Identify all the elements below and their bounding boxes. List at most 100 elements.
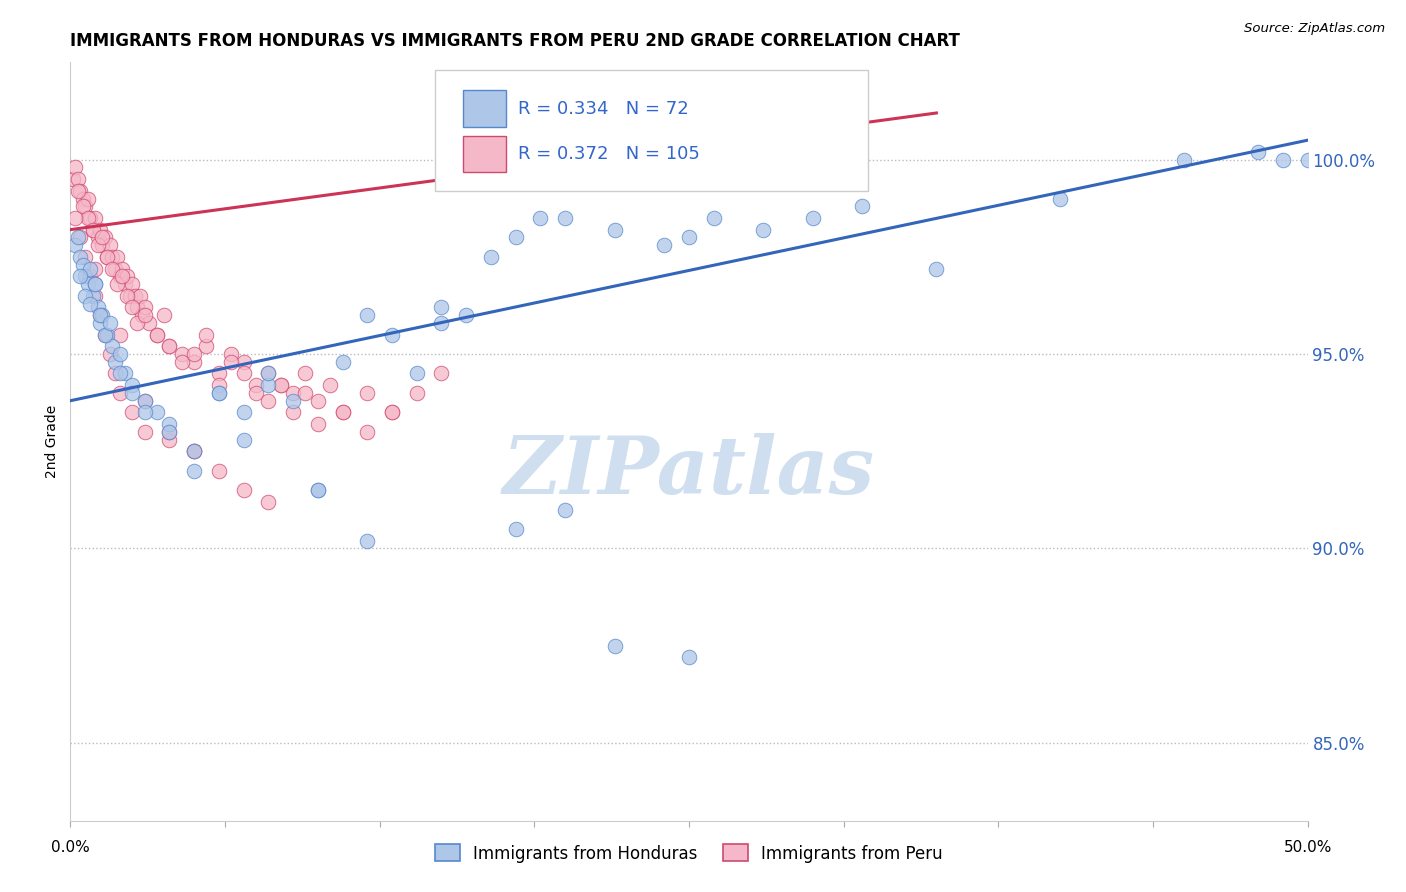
Point [170, 347, 193, 361]
Point [82, 222, 104, 236]
Text: IMMIGRANTS FROM HONDURAS VS IMMIGRANTS FROM PERU 2ND GRADE CORRELATION CHART: IMMIGRANTS FROM HONDURAS VS IMMIGRANTS F… [70, 32, 960, 50]
FancyBboxPatch shape [463, 90, 506, 127]
Point [108, 367, 131, 381]
Point [69, 230, 91, 244]
Point [245, 378, 267, 392]
Point [157, 339, 180, 353]
Point [86, 301, 108, 315]
Point [603, 639, 626, 653]
Point [170, 355, 193, 369]
Point [281, 393, 304, 408]
Point [183, 464, 205, 478]
Point [89, 222, 111, 236]
Point [82, 289, 104, 303]
Point [479, 250, 502, 264]
Point [257, 495, 280, 509]
Point [65, 211, 87, 225]
Point [1173, 153, 1195, 167]
Point [115, 289, 138, 303]
Point [554, 211, 576, 225]
Point [127, 316, 149, 330]
Point [1271, 153, 1294, 167]
Point [294, 367, 316, 381]
Text: R = 0.334   N = 72: R = 0.334 N = 72 [519, 100, 689, 118]
Point [98, 347, 121, 361]
Point [134, 308, 156, 322]
Point [84, 211, 107, 225]
Point [307, 417, 329, 431]
Point [104, 261, 127, 276]
Point [245, 386, 267, 401]
Point [72, 258, 94, 272]
Point [84, 277, 107, 291]
Point [183, 355, 205, 369]
Point [127, 301, 149, 315]
Point [75, 269, 97, 284]
Point [98, 316, 121, 330]
Legend: Immigrants from Honduras, Immigrants from Peru: Immigrants from Honduras, Immigrants fro… [429, 838, 949, 869]
Point [101, 261, 124, 276]
Point [121, 277, 143, 291]
Point [307, 483, 329, 497]
Point [69, 184, 91, 198]
Point [554, 502, 576, 516]
Point [208, 386, 231, 401]
Point [91, 308, 114, 322]
Text: 0.0%: 0.0% [51, 840, 90, 855]
Point [332, 355, 354, 369]
Point [257, 378, 280, 392]
Point [79, 211, 101, 225]
Point [157, 339, 180, 353]
Point [281, 405, 304, 419]
Point [281, 386, 304, 401]
Point [153, 308, 176, 322]
Point [89, 316, 111, 330]
Point [66, 184, 89, 198]
Point [157, 425, 180, 439]
Point [76, 192, 98, 206]
FancyBboxPatch shape [463, 136, 506, 172]
Point [232, 433, 254, 447]
Point [108, 327, 131, 342]
Point [89, 308, 111, 322]
Point [105, 250, 128, 264]
Point [195, 327, 218, 342]
Point [925, 261, 948, 276]
Point [91, 230, 114, 244]
Point [505, 230, 527, 244]
Point [134, 393, 156, 408]
Point [79, 269, 101, 284]
Point [65, 238, 87, 252]
Point [86, 238, 108, 252]
Point [62, 172, 84, 186]
Point [183, 444, 205, 458]
Point [128, 289, 150, 303]
Point [134, 393, 156, 408]
Point [183, 347, 205, 361]
Point [430, 316, 453, 330]
Point [104, 367, 127, 381]
Point [405, 367, 427, 381]
Point [232, 483, 254, 497]
Point [65, 161, 87, 175]
Point [134, 405, 156, 419]
Point [678, 230, 700, 244]
Point [356, 425, 378, 439]
Point [108, 347, 131, 361]
Point [101, 339, 124, 353]
Point [79, 261, 101, 276]
Point [1049, 192, 1071, 206]
Point [72, 199, 94, 213]
Point [124, 289, 146, 303]
Point [98, 238, 121, 252]
Point [104, 355, 127, 369]
Point [332, 405, 354, 419]
Point [75, 199, 97, 213]
Point [270, 378, 292, 392]
Point [94, 327, 117, 342]
Point [75, 250, 97, 264]
Point [603, 222, 626, 236]
Point [96, 250, 118, 264]
Point [84, 289, 107, 303]
Point [121, 378, 143, 392]
